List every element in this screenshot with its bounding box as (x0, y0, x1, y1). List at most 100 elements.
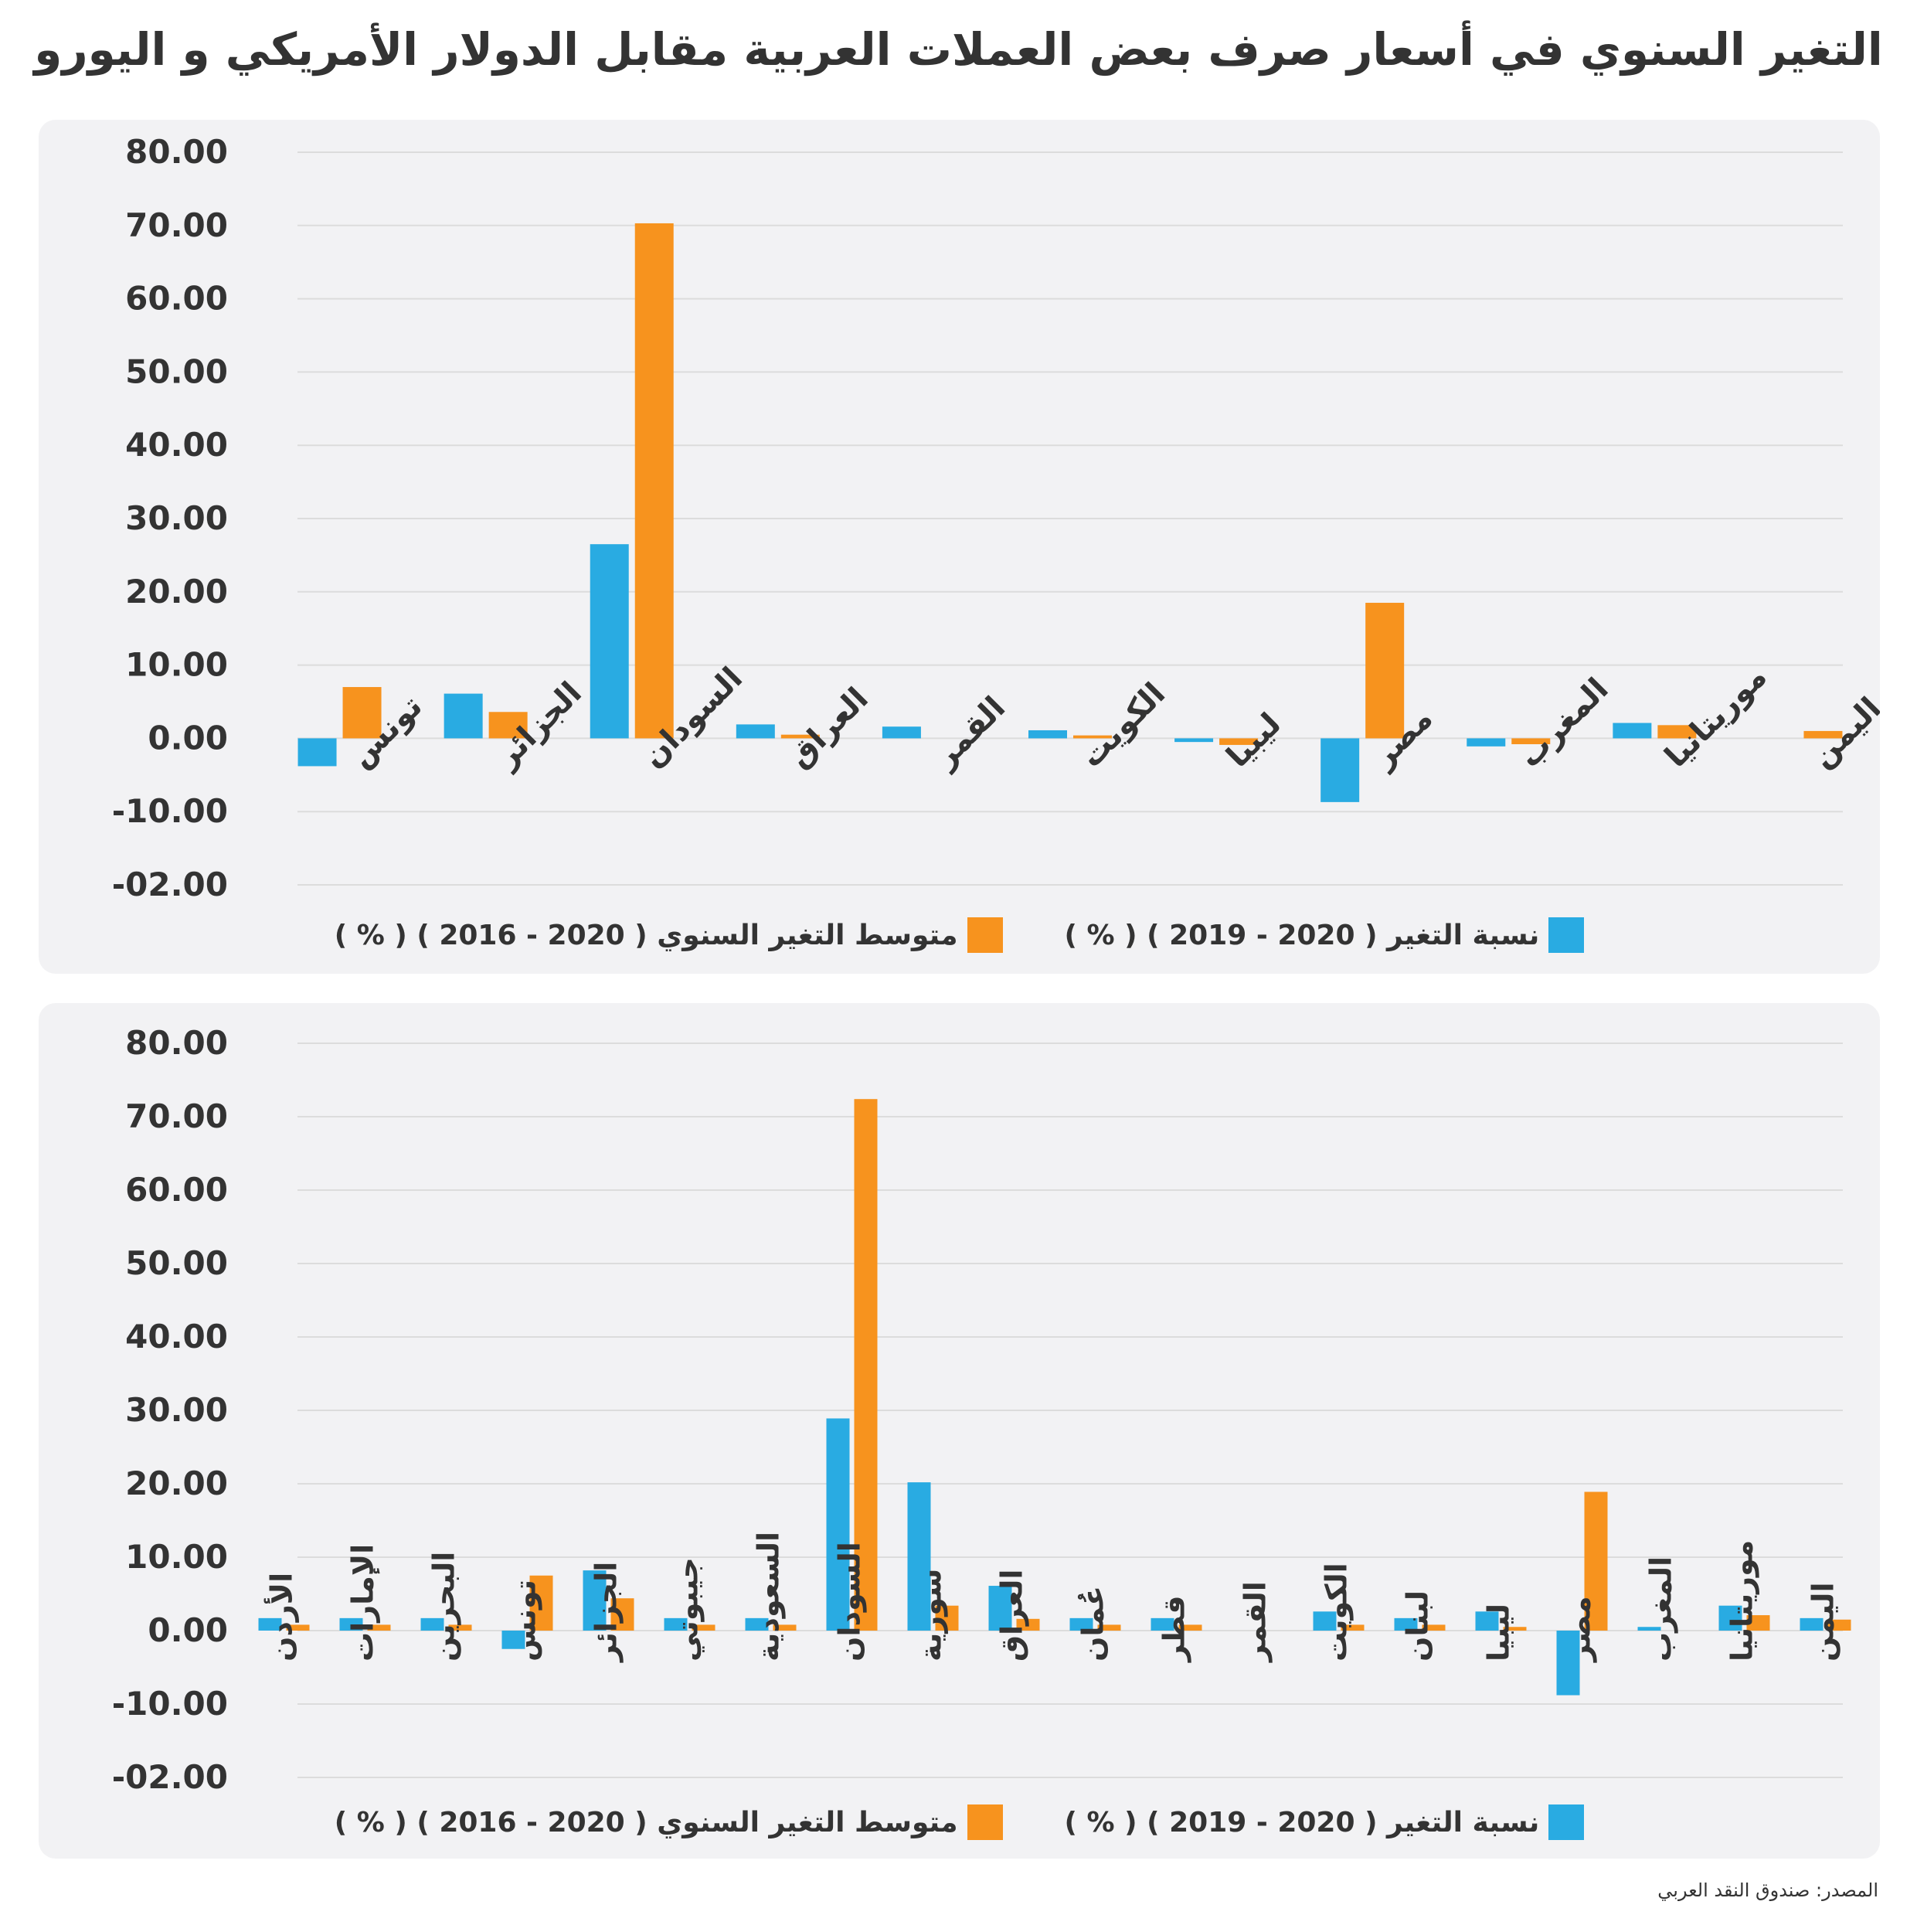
bar-average (780, 734, 820, 739)
bar-change (1475, 1611, 1499, 1631)
x-category-label: القمر (1239, 1581, 1273, 1663)
bar-change (1637, 1627, 1661, 1631)
y-tick-label: 60.00 (125, 1171, 228, 1209)
y-tick-label: 70.00 (125, 1097, 228, 1135)
source-note: المصدر: صندوق النقد العربي (1657, 1879, 1878, 1901)
bar-change (664, 1617, 688, 1631)
bar-average (1097, 1624, 1121, 1631)
bar-change (1151, 1617, 1174, 1631)
bar-change (1718, 1605, 1742, 1631)
bar-average (342, 687, 382, 739)
bar-average (1341, 1624, 1365, 1631)
bar-change (1313, 1611, 1337, 1631)
bar-change (988, 1586, 1012, 1631)
x-category-label: مصر (1563, 1596, 1597, 1663)
chart-panel-eur: 80.00 70.00 60.00 50.00 40.00 30.00 20.00 10.00… (39, 1003, 1880, 1859)
x-category-label: تونس (508, 1580, 542, 1662)
bar-average (1511, 738, 1551, 744)
legend: متوسط التغير السنوي ( 2020 - 2016 ) ( % … (39, 1799, 1880, 1845)
bar-change (1467, 738, 1506, 747)
x-category-label: الجزائر (590, 1562, 624, 1663)
y-tick-label: 40.00 (125, 426, 228, 464)
bar-average (692, 1624, 715, 1631)
legend-label-average: متوسط التغير السنوي ( 2020 - 2016 ) ( % … (334, 919, 958, 951)
y-tick-label: -10.00 (112, 792, 228, 830)
y-tick-label: 70.00 (125, 206, 228, 244)
bar-average (1827, 1619, 1851, 1631)
x-category-label: قطر (1157, 1595, 1191, 1663)
x-category-label: اليمن (1807, 1583, 1841, 1662)
bar-average (1746, 1615, 1770, 1631)
y-tick-label: 80.00 (125, 133, 228, 171)
bar-change (1800, 1617, 1824, 1631)
bar-average (1657, 725, 1697, 739)
bar-average (367, 1624, 391, 1631)
bar-average (610, 1598, 634, 1631)
bar-average (1365, 603, 1405, 739)
legend-label-change: نسبة التغير ( 2020 - 2019 ) ( % ) (1064, 919, 1540, 951)
x-category-label: الإمارات (346, 1544, 380, 1662)
bar-change (1394, 1617, 1418, 1631)
bar-average (1503, 1627, 1527, 1631)
legend-label-change: نسبة التغير ( 2020 - 2019 ) ( % ) (1064, 1806, 1540, 1838)
y-tick-label: 0.00 (148, 719, 228, 757)
x-category-label: لبنان (1401, 1590, 1435, 1662)
legend: متوسط التغير السنوي ( 2020 - 2016 ) ( % … (39, 912, 1880, 958)
x-category-label: السعودية (752, 1532, 786, 1662)
bar-chart-usd: 80.00 70.00 60.00 50.00 40.00 30.00 20.00 10.00… (112, 133, 1880, 900)
x-category-label: العراق (781, 681, 875, 774)
bar-average (773, 1624, 797, 1631)
bar-average (854, 1099, 878, 1631)
bar-change (339, 1617, 363, 1631)
bar-change (907, 1482, 931, 1631)
x-category-label: ليبيا (1220, 706, 1288, 774)
y-tick-label: 20.00 (125, 573, 228, 611)
y-tick-label: 60.00 (125, 280, 228, 318)
y-tick-label: 0.00 (148, 1611, 228, 1649)
x-category-label: عُمان (1076, 1586, 1110, 1662)
bar-change (583, 1570, 607, 1631)
bar-change (1069, 1617, 1093, 1631)
y-tick-label: 20.00 (125, 1464, 228, 1502)
bar-change (1174, 738, 1214, 743)
bar-change (258, 1617, 282, 1631)
y-tick-label: -02.00 (112, 866, 228, 900)
x-category-label: العراق (995, 1570, 1029, 1662)
bar-average (1073, 735, 1112, 739)
y-tick-label: 10.00 (125, 646, 228, 684)
bar-average (1422, 1624, 1446, 1631)
bar-change (420, 1617, 444, 1631)
legend-item-average: متوسط التغير السنوي ( 2020 - 2016 ) ( % … (335, 917, 1003, 953)
x-category-label: السودان (833, 1542, 867, 1662)
bar-change (745, 1617, 769, 1631)
y-tick-label: -10.00 (112, 1685, 228, 1723)
bar-average (935, 1605, 959, 1631)
x-category-label: الأردن (263, 1573, 299, 1662)
bar-average (1178, 1624, 1202, 1631)
bar-change (1028, 730, 1067, 739)
x-category-label: جيبوتي (671, 1557, 705, 1662)
bar-average (529, 1575, 553, 1631)
x-category-label: ليبيا (1482, 1604, 1516, 1662)
bar-change (826, 1418, 850, 1631)
legend-swatch-average (967, 917, 1003, 953)
x-category-label: الكويت (1074, 676, 1173, 775)
x-category-label: الكويت (1320, 1563, 1354, 1662)
legend-item-change: نسبة التغير ( 2020 - 2019 ) ( % ) (1065, 917, 1585, 953)
bar-average (1584, 1492, 1608, 1631)
bar-chart-eur: 80.00 70.00 60.00 50.00 40.00 30.00 20.00 10.00… (112, 1024, 1851, 1796)
bar-change (1320, 738, 1360, 802)
y-tick-label: 80.00 (125, 1024, 228, 1062)
legend-item-change: نسبة التغير ( 2020 - 2019 ) ( % ) (1065, 1804, 1585, 1840)
x-category-label: موريتانيا (1658, 659, 1774, 775)
bar-average (1016, 1618, 1040, 1631)
y-tick-label: 50.00 (125, 352, 228, 390)
x-category-label: سورية (914, 1569, 948, 1662)
bar-change (590, 544, 629, 739)
bar-change (501, 1631, 525, 1649)
y-tick-label: 30.00 (125, 499, 228, 537)
y-tick-label: 50.00 (125, 1244, 228, 1282)
bar-average (1219, 738, 1259, 745)
bar-change (297, 738, 337, 767)
bar-average (1803, 730, 1843, 739)
